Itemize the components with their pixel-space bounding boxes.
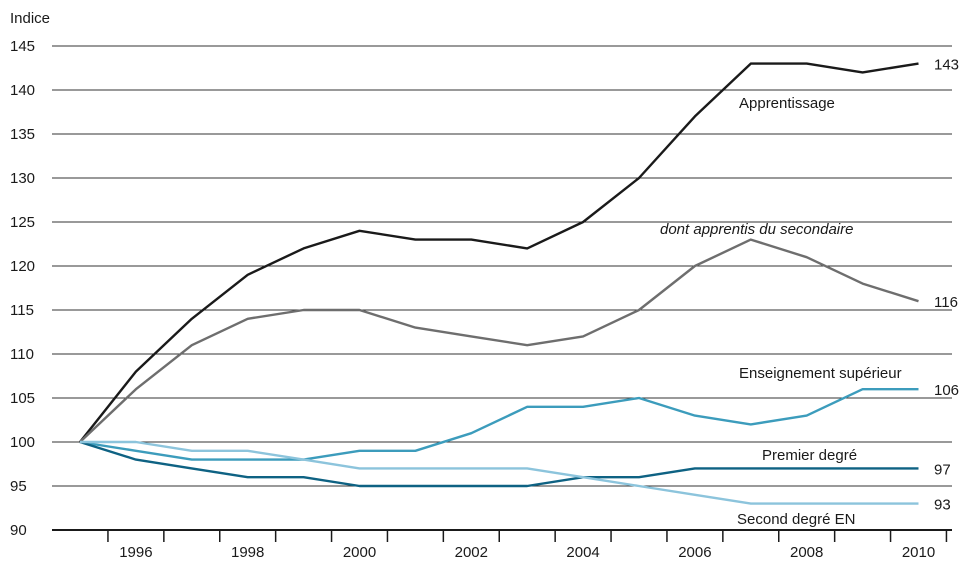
y-tick-label: 145 — [10, 38, 35, 55]
y-tick-label: 95 — [10, 478, 27, 495]
y-tick-label: 105 — [10, 390, 35, 407]
x-tick-label: 1996 — [119, 544, 152, 561]
end-value-label: 143 — [934, 57, 959, 74]
y-axis-ticks: 90 95 100 105 110 115 120 125 130 135 140 145 — [10, 38, 35, 539]
y-axis-title: Indice — [10, 10, 50, 27]
series-name-label: Premier degré — [762, 447, 857, 464]
y-tick-label: 135 — [10, 126, 35, 143]
y-tick-label: 115 — [10, 302, 34, 319]
y-tick-label: 130 — [10, 170, 35, 187]
series-line — [80, 440, 919, 505]
x-tick-label: 2010 — [902, 544, 935, 561]
x-tick-label: 1998 — [231, 544, 264, 561]
end-value-label: 116 — [934, 294, 958, 311]
end-value-label: 106 — [934, 382, 959, 399]
series-line — [79, 388, 919, 461]
series-name-label: Apprentissage — [739, 95, 835, 112]
series-name-label: Enseignement supérieur — [739, 365, 902, 382]
series-name-label: dont apprentis du secondaire — [660, 221, 853, 238]
y-tick-label: 110 — [10, 346, 34, 363]
series-lines — [79, 62, 919, 505]
y-tick-label: 140 — [10, 82, 35, 99]
x-tick-label: 2002 — [455, 544, 488, 561]
x-tick-label: 2006 — [678, 544, 711, 561]
series-line — [79, 62, 919, 443]
y-tick-label: 125 — [10, 214, 35, 231]
x-axis: 1996 1998 2000 2002 2004 2006 2008 2010 — [52, 529, 952, 561]
x-tick-label: 2000 — [343, 544, 376, 561]
series-labels: 143 Apprentissage 116 dont apprentis du sec… — [660, 57, 959, 528]
gridlines — [52, 45, 952, 487]
y-tick-label: 100 — [10, 434, 35, 451]
end-value-label: 93 — [934, 497, 951, 514]
series-line — [79, 440, 919, 488]
series-line — [79, 238, 919, 443]
x-tick-label: 2008 — [790, 544, 823, 561]
y-tick-label: 120 — [10, 258, 35, 275]
end-value-label: 97 — [934, 461, 951, 478]
y-tick-label: 90 — [10, 522, 27, 539]
x-tick-label: 2004 — [566, 544, 599, 561]
series-name-label: Second degré EN — [737, 511, 855, 528]
